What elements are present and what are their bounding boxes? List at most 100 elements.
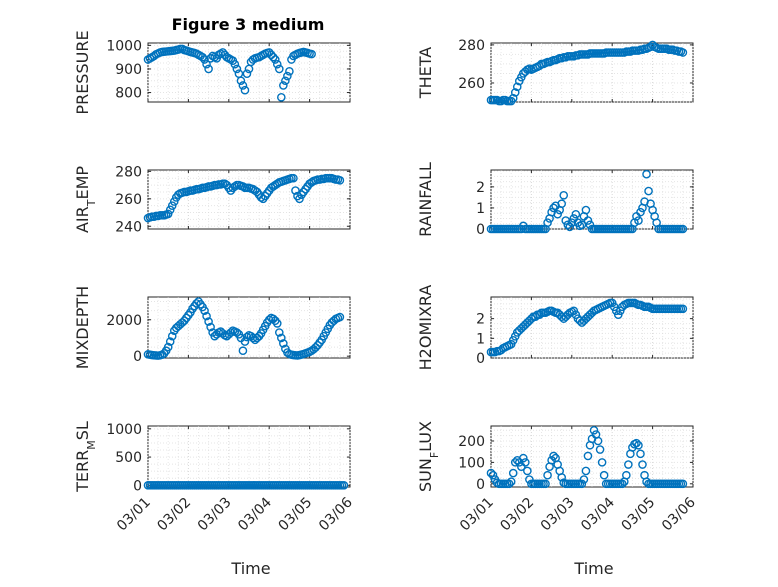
data-point: [583, 451, 593, 461]
data-point: [678, 304, 688, 314]
data-point: [339, 481, 349, 490]
data-point: [270, 55, 280, 64]
y-tick-label: 0: [133, 478, 142, 494]
data-point: [557, 199, 567, 209]
data-point: [512, 82, 522, 92]
x-tick-label: 03/06: [659, 494, 699, 534]
data-point: [506, 477, 516, 486]
data-point: [571, 209, 581, 219]
data-point: [567, 218, 577, 227]
data-point: [549, 451, 558, 461]
data-point: [242, 69, 252, 78]
data-point: [597, 458, 607, 467]
subplot-1: 800 900 1000: [106, 38, 351, 103]
data-point: [335, 175, 345, 185]
y-axis-label: PRESSURE: [73, 30, 92, 114]
x-tick-label: 03/04: [235, 494, 275, 534]
data-point: [642, 169, 651, 179]
data-point: [206, 54, 215, 63]
data-point: [581, 466, 591, 476]
data-point: [624, 460, 633, 469]
y-axis-label: AIRTEMP: [73, 166, 98, 233]
data-point: [519, 453, 528, 463]
data-point: [264, 315, 274, 325]
data-point: [202, 59, 211, 69]
data-point: [165, 205, 175, 215]
x-tick-label: 03/01: [114, 495, 154, 535]
data-point: [192, 299, 201, 308]
data-point: [256, 193, 266, 202]
data-point: [521, 458, 530, 467]
data-point: [206, 322, 215, 332]
y-tick-label: 2: [476, 180, 485, 196]
data-point: [274, 64, 284, 74]
data-point: [226, 328, 236, 337]
data-point: [531, 312, 540, 321]
data-point: [504, 479, 514, 489]
data-point: [232, 64, 242, 74]
data-point: [291, 186, 300, 195]
y-tick-label: 280: [115, 164, 142, 180]
y-tick-label: 0: [476, 222, 485, 238]
y-tick-label: 0: [476, 477, 485, 493]
subplot-7: 0 500 1000 03/01 03/02 03/03 03/04 03/05 03/06: [106, 422, 356, 535]
y-tick-label: 900: [115, 62, 142, 78]
y-tick-label: 800: [115, 86, 142, 102]
data-point: [307, 49, 316, 59]
data-point: [488, 470, 498, 480]
data-point: [198, 52, 207, 62]
y-axis-label: THETA: [416, 47, 435, 99]
y-tick-label: 260: [458, 76, 485, 92]
data-point: [595, 445, 605, 454]
data-point: [510, 458, 520, 467]
data-point: [272, 319, 282, 328]
data-point: [577, 479, 587, 489]
y-tick-label: 500: [115, 450, 142, 466]
subplot-8: 0 100 200 03/01 03/02 03/03 03/04 03/05 03/06: [457, 425, 699, 535]
x-tick-label: 03/05: [276, 495, 316, 535]
data-point: [577, 220, 587, 230]
data-point: [618, 479, 627, 489]
x-tick-label: 03/04: [578, 494, 618, 534]
data-point: [599, 470, 609, 480]
data-point: [581, 205, 591, 215]
data-point: [583, 216, 593, 225]
data-point: [622, 470, 631, 480]
data-point: [238, 346, 248, 356]
subplot-5: 0 2000: [106, 296, 351, 365]
data-point: [579, 475, 589, 484]
data-point: [281, 76, 290, 86]
data-point: [242, 332, 252, 342]
figure-title: Figure 3 medium: [172, 15, 325, 34]
data-point: [167, 331, 177, 341]
data-point: [204, 317, 213, 326]
data-point: [543, 470, 552, 480]
data-point: [240, 337, 250, 346]
x-axis-label-left: Time: [230, 559, 270, 578]
data-point: [274, 328, 284, 337]
x-axis-label-right: Time: [573, 559, 613, 578]
data-point: [646, 42, 655, 52]
data-point: [638, 460, 647, 469]
data-point: [240, 85, 250, 95]
y-tick-label: 200: [458, 434, 485, 450]
data-point: [553, 209, 562, 219]
data-point: [508, 468, 518, 478]
data-point: [634, 216, 643, 225]
data-point: [295, 194, 304, 204]
data-point: [636, 207, 645, 217]
data-point: [202, 311, 211, 321]
data-point: [543, 218, 552, 227]
data-point: [238, 182, 248, 191]
x-tick-label: 03/05: [619, 495, 659, 535]
data-point: [644, 186, 653, 196]
data-point: [678, 479, 688, 489]
data-point: [272, 59, 282, 69]
data-point: [541, 479, 550, 489]
data-point: [165, 337, 175, 346]
data-point: [277, 92, 286, 102]
data-point: [565, 222, 575, 232]
x-tick-label: 03/02: [497, 495, 537, 535]
